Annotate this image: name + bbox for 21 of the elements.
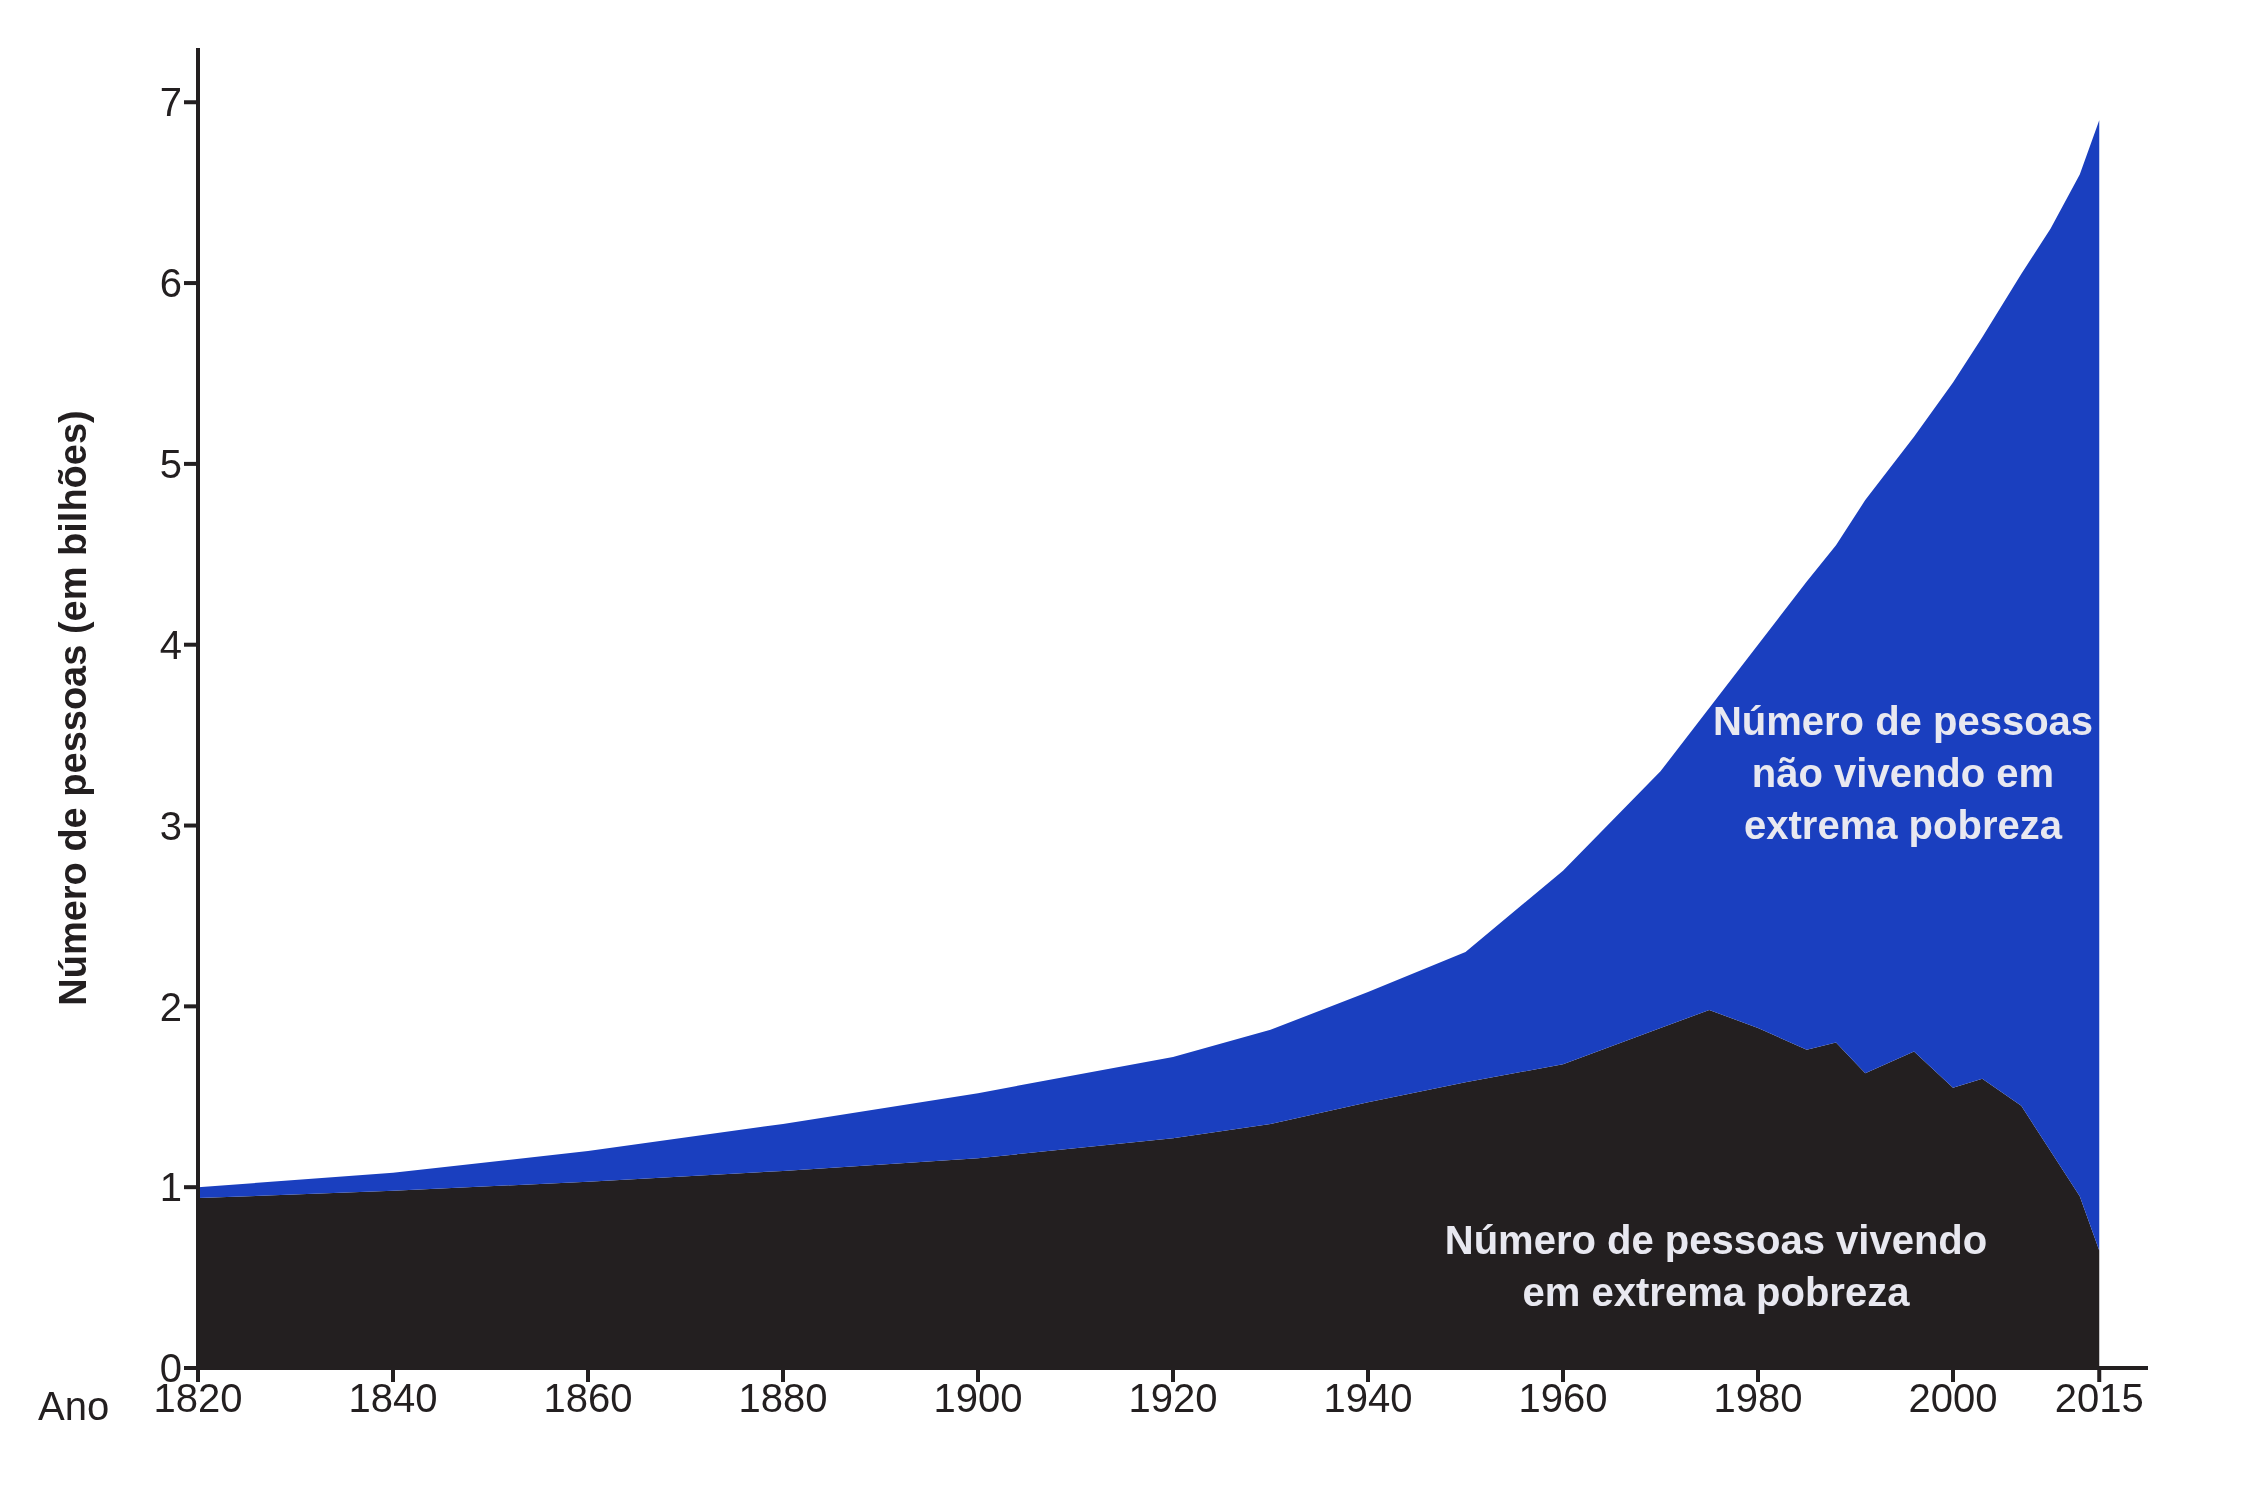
x-tick-label: 1960 <box>1518 1376 1608 1421</box>
x-tick-label: 1840 <box>348 1376 438 1421</box>
y-tick-label: 5 <box>159 442 182 487</box>
y-tick-label: 4 <box>159 622 182 667</box>
x-tick-label: 2015 <box>2054 1376 2144 1421</box>
x-axis-title: Ano <box>38 1384 110 1429</box>
x-tick-label: 1940 <box>1323 1376 1413 1421</box>
x-tick-label: 2000 <box>1908 1376 1998 1421</box>
y-axis-title: Número de pessoas (em bilhões) <box>52 410 95 1006</box>
series-label: Número de pessoas vivendo em extrema pobreza <box>1444 1218 1988 1315</box>
y-tick-label: 7 <box>159 80 182 125</box>
x-tick-label: 1880 <box>738 1376 828 1421</box>
y-tick-label: 3 <box>159 803 182 848</box>
x-tick-label: 1900 <box>933 1376 1023 1421</box>
y-tick-label: 1 <box>159 1165 182 1210</box>
y-tick-label: 2 <box>159 984 182 1029</box>
x-tick-label: 1980 <box>1713 1376 1803 1421</box>
y-tick-label: 6 <box>159 261 182 306</box>
x-tick-label: 1860 <box>543 1376 633 1421</box>
series-label: Número de pessoas não vivendo em extrema pobreza <box>1712 699 2094 848</box>
x-tick-label: 1920 <box>1128 1376 1218 1421</box>
